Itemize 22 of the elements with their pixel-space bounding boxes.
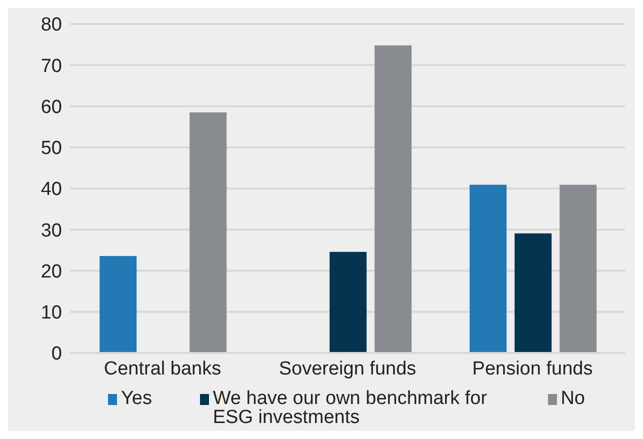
bar bbox=[330, 252, 367, 353]
y-tick-label: 20 bbox=[40, 261, 62, 282]
y-tick-label: 60 bbox=[40, 96, 62, 118]
bar bbox=[560, 184, 597, 353]
legend-label: Yes bbox=[121, 388, 152, 409]
x-tick-label: Sovereign funds bbox=[278, 358, 416, 380]
y-tick-label: 30 bbox=[40, 220, 62, 242]
y-tick-label: 10 bbox=[40, 302, 62, 324]
legend-label: We have our own benchmark for ESG investments bbox=[212, 388, 488, 428]
x-tick-label: Central banks bbox=[104, 358, 222, 380]
x-tick-label: Pension funds bbox=[472, 358, 593, 380]
bar bbox=[100, 256, 137, 353]
bar bbox=[514, 233, 552, 353]
y-tick-label: 0 bbox=[51, 344, 62, 365]
y-tick-label: 40 bbox=[40, 179, 62, 200]
y-tick-label: 50 bbox=[40, 138, 62, 160]
bar bbox=[190, 112, 227, 353]
legend-label: No bbox=[560, 388, 585, 409]
bar bbox=[470, 184, 507, 353]
y-tick-label: 80 bbox=[40, 14, 62, 36]
bar bbox=[374, 45, 412, 353]
y-tick-label: 70 bbox=[40, 56, 62, 77]
